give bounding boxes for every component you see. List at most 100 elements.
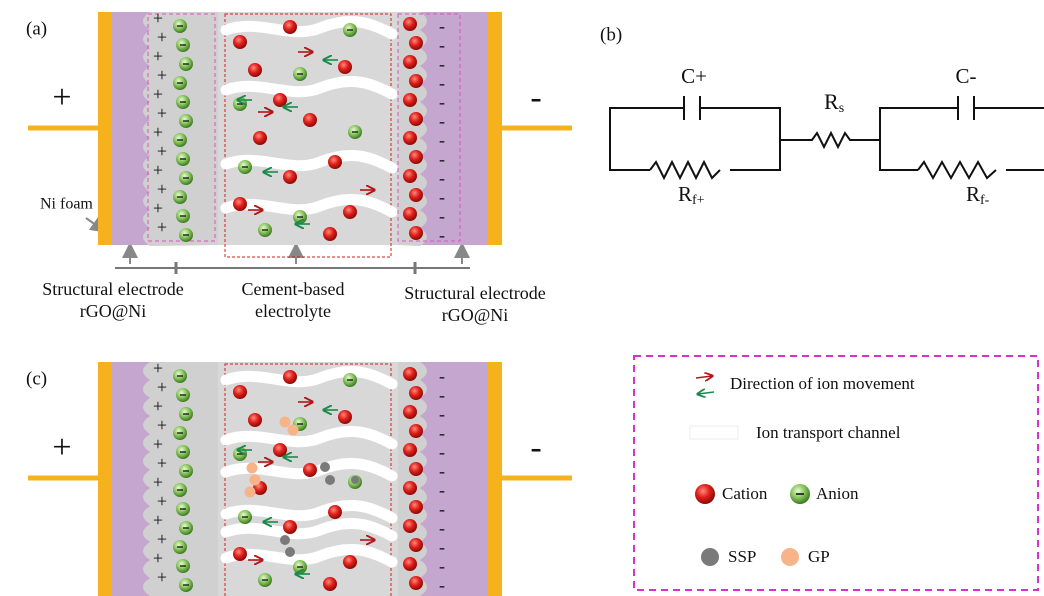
ni-foam-label: Ni foam bbox=[40, 196, 93, 213]
negative-charge: - bbox=[439, 130, 445, 150]
electrode-wave bbox=[398, 362, 427, 596]
cation bbox=[409, 500, 423, 514]
caption: electrolyte bbox=[255, 301, 331, 321]
foam bbox=[488, 362, 502, 596]
negative-charge: - bbox=[439, 556, 445, 576]
negative-charge: - bbox=[439, 149, 445, 169]
gp-particle bbox=[246, 462, 258, 474]
positive-charge: + bbox=[153, 160, 163, 180]
gp-particle bbox=[244, 486, 256, 498]
cation bbox=[323, 227, 337, 241]
foam bbox=[488, 12, 502, 245]
positive-charge: + bbox=[157, 567, 167, 587]
cation bbox=[343, 555, 357, 569]
gp-particle bbox=[287, 424, 299, 436]
negative-charge: - bbox=[439, 385, 445, 405]
resistor bbox=[649, 159, 721, 181]
negative-charge: - bbox=[439, 423, 445, 443]
legend-text: Ion transport channel bbox=[756, 423, 901, 442]
electrode-wave bbox=[143, 12, 218, 246]
positive-charge: + bbox=[157, 529, 167, 549]
resistor-label: Rf- bbox=[966, 182, 990, 208]
terminal-sign: - bbox=[530, 79, 541, 116]
cation bbox=[283, 20, 297, 34]
cation bbox=[273, 443, 287, 457]
cation bbox=[233, 35, 247, 49]
right-loop bbox=[879, 96, 1044, 171]
cation bbox=[323, 577, 337, 591]
cation bbox=[403, 17, 417, 31]
gp-particle bbox=[249, 474, 261, 486]
legend-text: Direction of ion movement bbox=[730, 374, 915, 393]
cation bbox=[403, 557, 417, 571]
positive-charge: + bbox=[157, 103, 167, 123]
legend-text: GP bbox=[808, 547, 830, 566]
circuit bbox=[609, 96, 1044, 181]
cation bbox=[283, 520, 297, 534]
negative-charge: - bbox=[439, 404, 445, 424]
cation bbox=[409, 188, 423, 202]
ssp-particle bbox=[285, 547, 295, 557]
cation bbox=[283, 170, 297, 184]
legend-arrow bbox=[698, 392, 715, 394]
terminal-sign: + bbox=[52, 79, 71, 116]
cation bbox=[328, 155, 342, 169]
panel-label: (a) bbox=[26, 18, 47, 39]
legend-ssp bbox=[701, 548, 719, 566]
negative-charge: - bbox=[439, 187, 445, 207]
positive-charge: + bbox=[157, 377, 167, 397]
ion-channel bbox=[220, 544, 398, 568]
ion-channel bbox=[220, 16, 398, 40]
negative-charge: - bbox=[439, 35, 445, 55]
negative-charge: - bbox=[439, 366, 445, 386]
panel-label: (c) bbox=[26, 368, 47, 389]
ssp-particle bbox=[351, 476, 359, 484]
ion-channel bbox=[220, 426, 398, 450]
negative-charge: - bbox=[439, 480, 445, 500]
cation bbox=[409, 74, 423, 88]
positive-charge: + bbox=[157, 491, 167, 511]
ssp-particle bbox=[325, 475, 335, 485]
ion-channel bbox=[220, 76, 398, 100]
legend-box bbox=[633, 355, 1039, 591]
cation bbox=[409, 112, 423, 126]
positive-charge: + bbox=[153, 358, 163, 378]
negative-charge: - bbox=[439, 54, 445, 74]
positive-charge: + bbox=[157, 27, 167, 47]
legend-text: Cation bbox=[722, 484, 768, 503]
resistor-label: Rf+ bbox=[678, 182, 705, 208]
cation bbox=[409, 462, 423, 476]
zone bbox=[397, 13, 461, 242]
positive-charge: + bbox=[153, 8, 163, 28]
cation bbox=[409, 386, 423, 400]
ion-channel bbox=[220, 518, 398, 542]
negative-charge: - bbox=[439, 92, 445, 112]
cation bbox=[403, 131, 417, 145]
ssp-particle bbox=[320, 462, 330, 472]
cation bbox=[253, 131, 267, 145]
positive-charge: + bbox=[153, 122, 163, 142]
terminal-sign: - bbox=[530, 429, 541, 466]
cation bbox=[409, 36, 423, 50]
negative-charge: - bbox=[439, 111, 445, 131]
legend-channel bbox=[689, 425, 739, 440]
positive-charge: + bbox=[157, 141, 167, 161]
positive-charge: + bbox=[153, 84, 163, 104]
negative-charge: - bbox=[439, 575, 445, 595]
zone bbox=[224, 13, 392, 258]
cation bbox=[403, 169, 417, 183]
positive-charge: + bbox=[153, 510, 163, 530]
cation bbox=[403, 207, 417, 221]
cation bbox=[403, 519, 417, 533]
cation bbox=[338, 60, 352, 74]
cation bbox=[403, 443, 417, 457]
cation bbox=[303, 113, 317, 127]
positive-charge: + bbox=[153, 396, 163, 416]
cation bbox=[409, 150, 423, 164]
panel-label: (b) bbox=[600, 24, 622, 45]
negative-charge: - bbox=[439, 16, 445, 36]
caption: Cement-based bbox=[242, 279, 345, 299]
legend-text: Anion bbox=[816, 484, 859, 503]
cation bbox=[403, 93, 417, 107]
